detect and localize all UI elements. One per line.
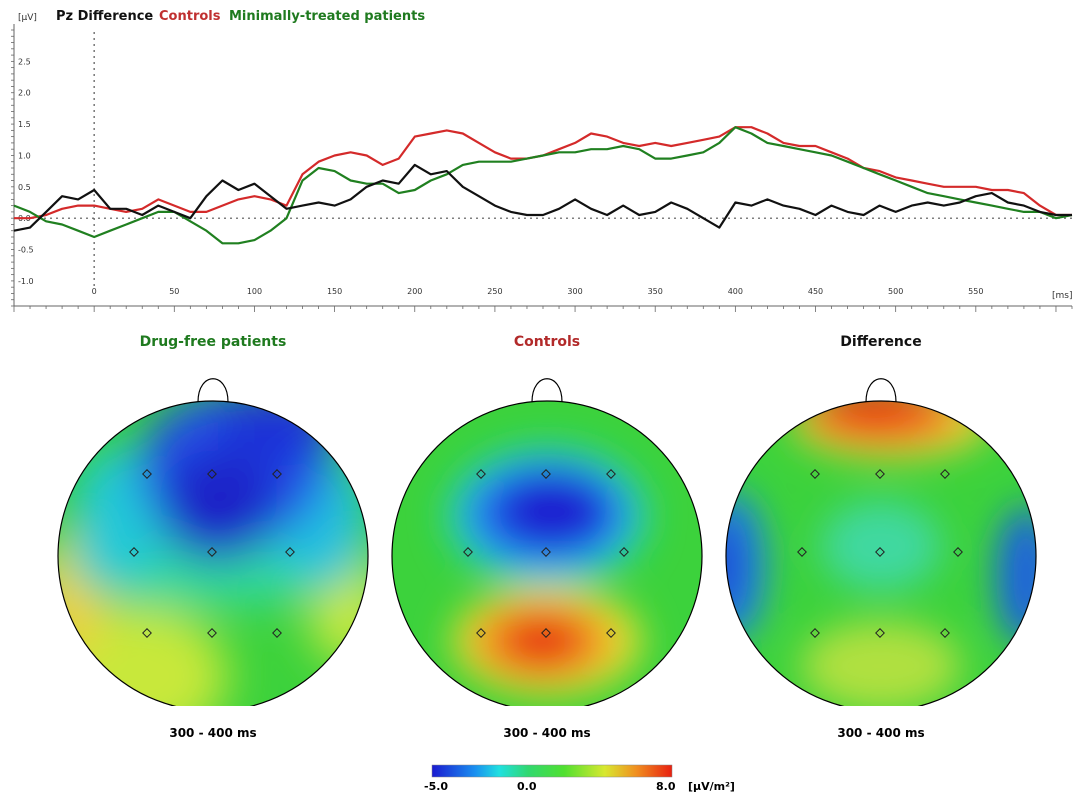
x-tick-label: 350: [648, 287, 663, 296]
x-axis-unit: [ms]: [1052, 291, 1072, 301]
legend-patients: Minimally-treated patients: [229, 9, 425, 24]
colorbar-mid-label: 0.0: [517, 780, 537, 793]
time-range-label: 300 - 400 ms: [503, 726, 591, 740]
y-tick-label: 0.5: [18, 183, 31, 192]
nose-icon: [865, 378, 897, 403]
color-scale-bar: [431, 764, 673, 778]
time-range-label: 300 - 400 ms: [837, 726, 925, 740]
x-tick-label: 550: [968, 287, 983, 296]
electrodes: [797, 469, 963, 638]
x-tick-label: 100: [247, 287, 262, 296]
x-tick-label: 0: [92, 287, 97, 296]
series-line-patients: [13, 126, 1073, 245]
legend-controls: Controls: [159, 9, 221, 24]
nose-icon: [197, 378, 229, 403]
legend-pz-difference: Pz Difference: [56, 9, 153, 24]
x-tick-label: 50: [169, 287, 179, 296]
erp-waveform-chart: 2.52.01.51.00.50.0-0.5-1.00 50 100 150 200 25…: [11, 9, 1073, 312]
topomap-drug-free: Drug-free patients: [48, 326, 378, 746]
scalp-map: [57, 378, 369, 706]
x-tick-label: 200: [407, 287, 422, 296]
electrodes: [129, 469, 295, 638]
chart-legend: Pz Difference Controls Minimally-treated…: [56, 9, 425, 24]
map-title: Difference: [840, 334, 922, 350]
time-range-label: 300 - 400 ms: [169, 726, 257, 740]
x-tick-label: 150: [327, 287, 342, 296]
y-tick-label: 2.0: [18, 89, 31, 98]
y-tick-label: -0.5: [18, 246, 34, 255]
y-tick-label: 1.0: [18, 151, 31, 160]
scalp-map: [391, 378, 703, 706]
x-tick-label: 300: [567, 287, 582, 296]
x-tick-label: 250: [487, 287, 502, 296]
y-axis-unit: [µV]: [18, 13, 37, 23]
x-tick-label: 500: [888, 287, 903, 296]
topomap-difference: Difference: [716, 326, 1046, 746]
colorbar-min-label: -5.0: [424, 780, 449, 793]
series-line-difference: [13, 163, 1072, 232]
electrodes: [463, 469, 629, 638]
x-tick-label: 450: [808, 287, 823, 296]
y-tick-label: 1.5: [18, 120, 31, 129]
y-tick-label: 2.5: [18, 57, 31, 66]
map-title: Controls: [513, 334, 581, 350]
colorbar-max-label: 8.0: [656, 780, 676, 793]
y-tick-label: -1.0: [18, 277, 34, 286]
map-title: Drug-free patients: [139, 334, 287, 350]
scalp-map: [725, 378, 1037, 706]
colorbar-unit-label: [µV/m²]: [688, 780, 735, 793]
x-tick-label: 400: [728, 287, 743, 296]
nose-icon: [531, 378, 563, 403]
topomap-controls: Controls: [382, 326, 712, 746]
